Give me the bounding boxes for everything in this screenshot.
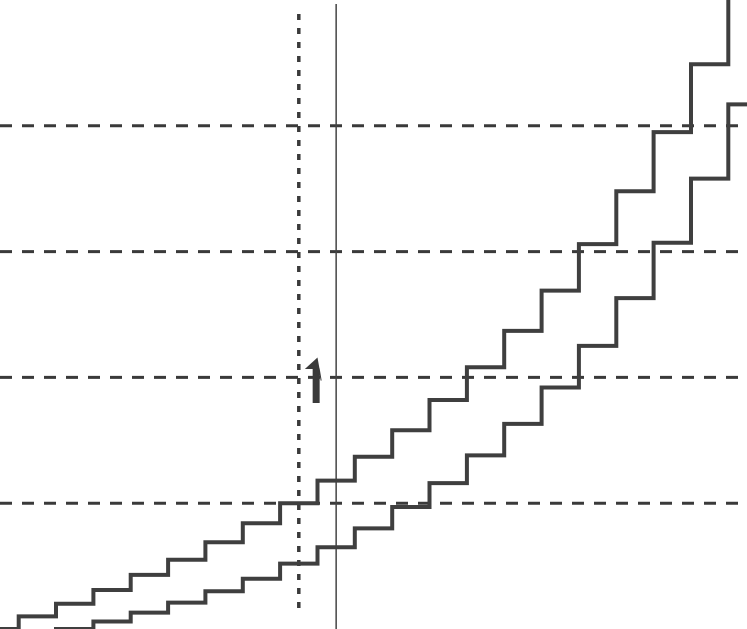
mouse-pointer-icon (306, 359, 321, 403)
grid-lines (0, 126, 747, 503)
series-line-2 (0, 104, 747, 629)
